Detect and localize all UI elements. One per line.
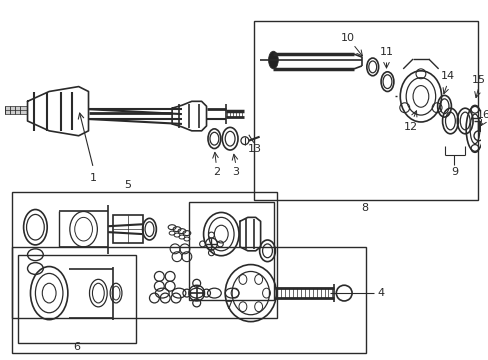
Text: 14: 14	[440, 71, 454, 81]
Bar	[253, 21, 477, 200]
Text: 4: 4	[377, 288, 384, 298]
Text: 13: 13	[247, 144, 261, 153]
Bar	[12, 247, 365, 353]
Bar	[188, 202, 274, 300]
Text: 1: 1	[90, 173, 97, 183]
Text: 11: 11	[379, 47, 393, 57]
Text: 16: 16	[476, 110, 488, 120]
Bar	[113, 215, 142, 243]
Ellipse shape	[268, 51, 278, 69]
Text: 2: 2	[212, 167, 220, 177]
Text: 6: 6	[73, 342, 80, 352]
Text: 15: 15	[471, 75, 485, 85]
Bar	[12, 192, 277, 318]
Text: 7: 7	[225, 301, 232, 311]
Bar	[18, 255, 136, 343]
Text: 8: 8	[361, 203, 367, 212]
Text: 9: 9	[450, 167, 457, 177]
Text: 12: 12	[403, 122, 417, 132]
Text: 5: 5	[124, 180, 131, 190]
Text: 10: 10	[341, 33, 354, 44]
Bar	[5, 106, 26, 114]
Text: 3: 3	[232, 167, 239, 177]
